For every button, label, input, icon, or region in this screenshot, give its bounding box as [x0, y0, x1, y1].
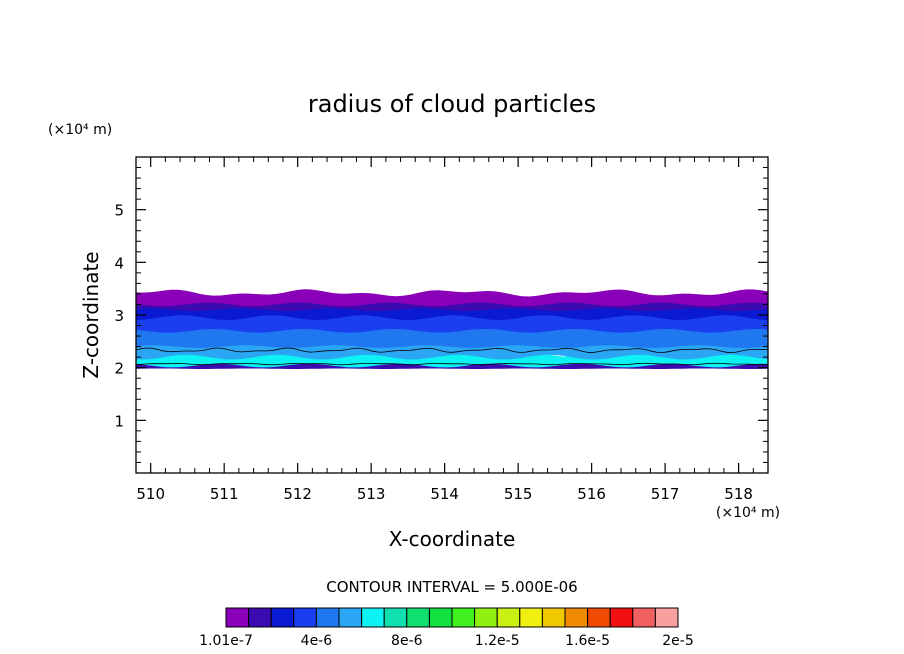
- colorbar-label: 4e-6: [301, 633, 333, 649]
- colorbar-label: 1.2e-5: [475, 633, 520, 649]
- colorbar-label: 2e-5: [662, 633, 693, 649]
- y-tick-label: 5: [114, 202, 124, 220]
- colorbar-swatch: [338, 607, 363, 628]
- colorbar-swatch: [225, 607, 250, 628]
- colorbar-label: 1.6e-5: [565, 633, 610, 649]
- y-tick-label: 2: [114, 360, 124, 378]
- colorbar-swatch: [654, 607, 679, 628]
- colorbar-swatch: [248, 607, 272, 628]
- colorbar-swatch: [315, 607, 340, 628]
- y-axis-label: Z-coordinate: [79, 251, 103, 378]
- y-axis: 1 2 3 4 5: [114, 167, 768, 463]
- colorbar-swatch: [428, 607, 453, 628]
- colorbar-swatch: [564, 607, 589, 628]
- contour-line-1: [136, 362, 768, 366]
- colorbar-swatch: [541, 607, 566, 628]
- x-axis-label: X-coordinate: [389, 527, 516, 551]
- x-tick-label: 514: [430, 485, 459, 503]
- chart-title: radius of cloud particles: [308, 90, 596, 118]
- x-tick-label: 518: [724, 485, 753, 503]
- contour-interval-text: CONTOUR INTERVAL = 5.000E-06: [326, 578, 577, 596]
- x-tick-label: 517: [651, 485, 680, 503]
- x-tick-label: 515: [504, 485, 533, 503]
- colorbar-swatch: [293, 607, 317, 628]
- x-axis: 510 511 512 513 514 515 516 517 518: [135, 157, 769, 503]
- colorbar-swatch: [609, 607, 634, 628]
- y-tick-label: 4: [114, 254, 124, 272]
- contour-fill: [136, 289, 768, 369]
- contour-lines: [136, 347, 768, 366]
- y-unit-label: (×10⁴ m): [48, 122, 112, 138]
- colorbar-label: 8e-6: [391, 633, 423, 649]
- y-tick-label: 1: [114, 412, 124, 430]
- colorbar-swatch: [361, 607, 385, 628]
- x-tick-label: 512: [283, 485, 312, 503]
- colorbar-swatch: [451, 607, 476, 628]
- x-tick-label: 513: [357, 485, 386, 503]
- colorbar: [225, 607, 679, 628]
- colorbar-swatch: [496, 607, 521, 628]
- x-tick-label: 510: [136, 485, 165, 503]
- x-tick-label: 511: [210, 485, 239, 503]
- x-unit-label: (×10⁴ m): [716, 505, 780, 521]
- y-tick-label: 3: [114, 307, 124, 325]
- colorbar-swatch: [519, 607, 543, 628]
- x-tick-label: 516: [577, 485, 606, 503]
- colorbar-swatch: [406, 607, 430, 628]
- colorbar-swatch: [270, 607, 295, 628]
- colorbar-swatch: [383, 607, 408, 628]
- colorbar-label: 1.01e-7: [199, 633, 253, 649]
- contour-line-0: [136, 347, 768, 354]
- colorbar-labels: 1.01e-7 4e-6 8e-6 1.2e-5 1.6e-5 2e-5: [199, 633, 694, 649]
- colorbar-swatch: [632, 607, 656, 628]
- colorbar-swatch: [587, 607, 611, 628]
- contour-band-purple-top: [136, 289, 768, 307]
- colorbar-swatch: [474, 607, 498, 628]
